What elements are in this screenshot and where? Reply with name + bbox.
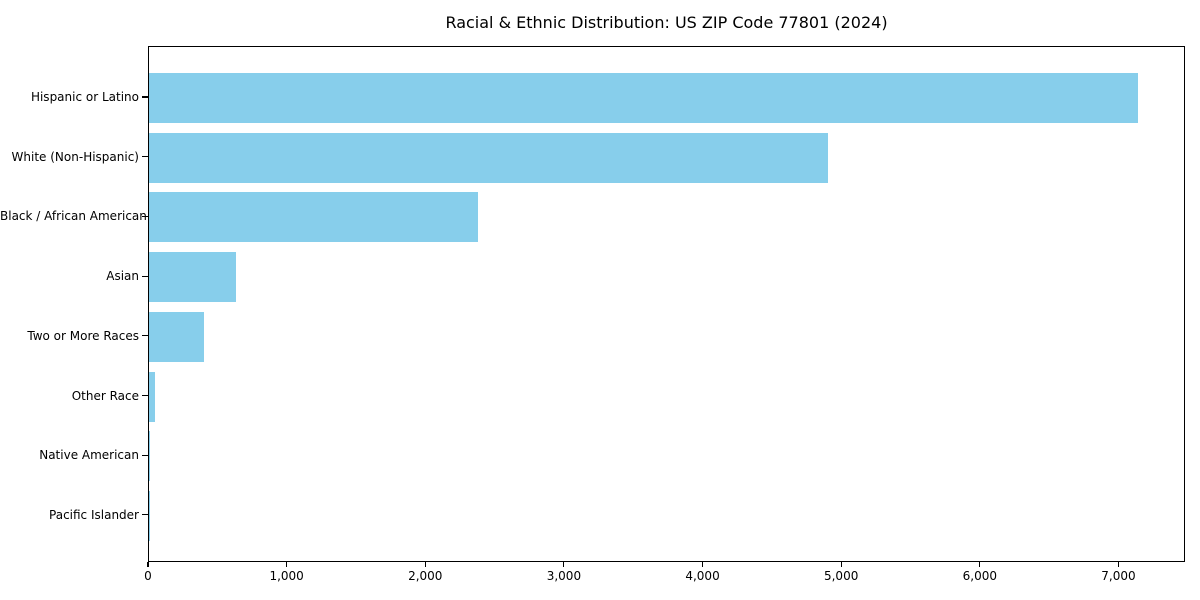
xtick-label-7000: 7,000: [1101, 569, 1136, 583]
xtick-label-5000: 5,000: [823, 569, 859, 583]
ytick-label-white-non-hispanic: White (Non-Hispanic): [11, 149, 139, 164]
ytick-mark: [142, 394, 148, 397]
xtick-mark: [286, 562, 288, 567]
xtick-label-3000: 3,000: [546, 569, 582, 583]
ytick-mark: [142, 335, 148, 337]
xtick-label-2000: 2,000: [408, 569, 443, 583]
xtick-mark: [979, 562, 981, 567]
bar-white-non-hispanic: [149, 132, 828, 183]
bar-native-american: [149, 431, 151, 482]
xtick-mark: [563, 562, 565, 567]
ytick-mark: [142, 215, 148, 217]
xtick-label-1000: 1,000: [269, 569, 304, 583]
ytick-label-two-or-more-races: Two or More Races: [27, 328, 139, 343]
xtick-mark: [701, 562, 704, 567]
ytick-label-pacific-islander: Pacific Islander: [49, 507, 139, 522]
ytick-mark: [142, 454, 148, 456]
ytick-label-asian: Asian: [106, 269, 139, 284]
ytick-label-other-race: Other Race: [71, 388, 139, 403]
bar-asian: [149, 252, 237, 303]
xtick-label-0: 0: [144, 569, 152, 583]
xtick-mark: [424, 562, 426, 567]
xtick-label-4000: 4,000: [685, 569, 720, 583]
xtick-mark: [147, 562, 149, 567]
ytick-mark: [142, 275, 148, 277]
ytick-label-hispanic-or-latino: Hispanic or Latino: [30, 90, 139, 104]
ytick-label-native-american: Native American: [39, 448, 139, 463]
bar-black-african-american: [149, 192, 479, 243]
bar-hispanic-or-latino: [149, 73, 1138, 123]
xtick-mark: [1117, 562, 1120, 567]
ytick-mark: [142, 96, 148, 98]
ytick-mark: [142, 156, 148, 158]
bar-other-race: [149, 371, 155, 422]
xtick-label-6000: 6,000: [962, 569, 997, 583]
ytick-label-black-african-american: Black / African American: [0, 209, 147, 224]
chart-title: Racial & Ethnic Distribution: US ZIP Cod…: [445, 13, 888, 32]
ytick-mark: [142, 514, 148, 516]
bar-two-or-more-races: [149, 311, 205, 362]
xtick-mark: [840, 562, 842, 567]
plot-area: [148, 46, 1185, 562]
